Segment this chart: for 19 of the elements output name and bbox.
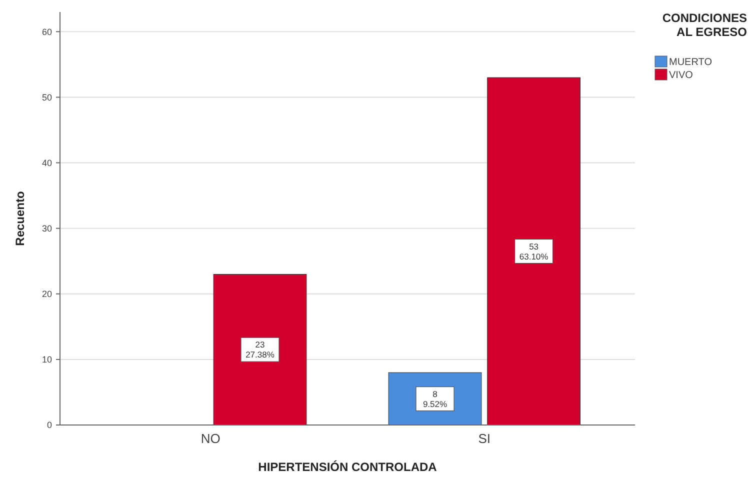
y-tick-label: 0 <box>46 420 52 430</box>
data-label: 8 9.52% <box>422 388 448 409</box>
y-axis-title: Recuento <box>13 191 27 246</box>
y-tick-label: 20 <box>42 289 52 300</box>
legend-title: CONDICIONES AL EGRESO <box>662 11 747 39</box>
y-tick-label: 50 <box>42 92 52 102</box>
bar <box>213 274 307 426</box>
data-label: 53 63.10% <box>519 241 549 262</box>
bar <box>487 77 580 426</box>
x-axis-title: HIPERTENSIÓN CONTROLADA <box>258 460 438 474</box>
y-tick-label: 60 <box>42 26 52 37</box>
y-tick-label: 10 <box>42 354 52 365</box>
legend-label: MUERTO <box>669 57 712 68</box>
x-tick-label: NO <box>200 431 220 446</box>
y-tick-label: 40 <box>42 158 52 168</box>
x-tick-label: SI <box>478 431 491 446</box>
data-label: 23 27.38% <box>246 340 275 360</box>
legend-label: VIVO <box>669 70 694 81</box>
y-tick-label: 30 <box>42 223 52 234</box>
